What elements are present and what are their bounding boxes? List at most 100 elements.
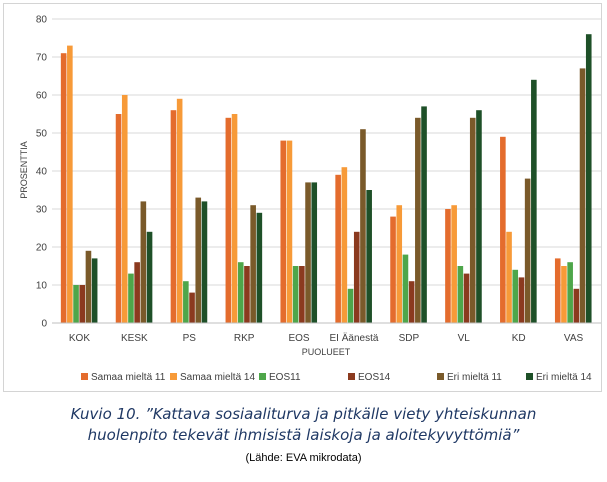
bar [189, 292, 195, 323]
bar [73, 285, 79, 323]
x-tick-labels: KOK KESK PS RKP EOS EI Äänestä SDP VL KD VAS [69, 332, 584, 344]
legend-label: Eri mieltä 14 [536, 372, 592, 383]
bar [146, 231, 153, 323]
bar [451, 205, 457, 323]
bar [115, 114, 122, 323]
bar [512, 269, 519, 323]
bar [170, 110, 177, 323]
caption-line-2: huolenpito tekevät ihmisistä laiskoja ja… [87, 426, 520, 444]
legend: Samaa mieltä 11 Samaa mieltä 14 EOS11 EOS14… [81, 372, 592, 383]
bar [121, 95, 128, 323]
bar [231, 114, 238, 323]
bar [463, 273, 470, 323]
bar [140, 201, 147, 323]
bar [476, 110, 482, 323]
bar [518, 277, 525, 323]
bar [292, 266, 299, 323]
bar [311, 182, 318, 323]
bar [554, 258, 561, 323]
bar [305, 182, 311, 323]
bar [201, 201, 208, 323]
bar [402, 254, 409, 323]
legend-label: Eri mieltä 11 [447, 372, 502, 383]
bar [244, 266, 250, 323]
bar [360, 129, 366, 323]
x-tick-label: RKP [234, 333, 255, 344]
bar [225, 117, 232, 323]
bar [457, 266, 464, 323]
bar [134, 262, 140, 323]
y-axis-title: PROSENTTIA [19, 141, 29, 199]
bar [396, 205, 403, 323]
x-tick-label: KESK [121, 333, 148, 344]
legend-swatch [81, 373, 88, 380]
bar [408, 281, 415, 323]
legend-label: EOS14 [358, 372, 391, 383]
bar [195, 197, 202, 323]
y-tick-label: 20 [36, 243, 48, 254]
legend-swatch [526, 373, 533, 380]
bar [256, 212, 263, 323]
bar [347, 288, 354, 323]
legend-swatch [348, 373, 355, 380]
bar [128, 273, 134, 323]
bar [353, 231, 360, 323]
y-tick-label: 70 [36, 53, 48, 64]
y-tick-label: 50 [36, 129, 48, 140]
gridlines [52, 18, 601, 286]
x-axis-title: PUOLUEET [302, 347, 351, 357]
bar [237, 262, 244, 323]
legend-swatch [259, 373, 266, 380]
y-tick-label: 60 [36, 91, 48, 102]
bar [183, 281, 189, 323]
x-tick-label: EOS [288, 333, 309, 344]
chart-frame: 0 10 20 30 40 50 60 70 80 KOK KESK PS RKP EOS EI Ääne… [3, 3, 602, 392]
x-tick-label: SDP [399, 333, 420, 344]
caption-line-1: Kuvio 10. ”Kattava sosiaaliturva ja pitk… [70, 405, 537, 423]
legend-label: Samaa mieltä 11 [91, 372, 166, 383]
bar [585, 34, 592, 323]
bar [415, 117, 421, 323]
legend-label: Samaa mieltä 14 [180, 372, 255, 383]
bar [176, 98, 183, 323]
bar [390, 216, 396, 323]
bar-chart: 0 10 20 30 40 50 60 70 80 KOK KESK PS RKP EOS EI Ääne… [19, 15, 601, 383]
legend-label: EOS11 [269, 372, 301, 383]
x-tick-label: EI Äänestä [329, 332, 378, 344]
bar [299, 266, 305, 323]
legend-swatch [170, 373, 177, 380]
bar [561, 266, 567, 323]
y-tick-label: 0 [41, 319, 47, 330]
bar [79, 285, 86, 323]
legend-swatch [437, 373, 444, 380]
caption-source: (Lähde: EVA mikrodata) [245, 452, 362, 464]
x-tick-label: KOK [69, 333, 90, 344]
bar [67, 45, 73, 323]
bar [286, 140, 293, 323]
bar [500, 136, 506, 323]
bar [506, 231, 512, 323]
bar [341, 167, 348, 323]
x-tick-label: VL [458, 333, 471, 344]
x-tick-label: PS [183, 333, 197, 344]
bars [60, 34, 592, 324]
bar [250, 205, 256, 323]
bar [573, 288, 580, 323]
x-tick-label: KD [512, 333, 526, 344]
bar [60, 53, 67, 323]
y-tick-label: 30 [36, 205, 48, 216]
bar [531, 79, 537, 323]
y-tick-label: 80 [36, 15, 48, 26]
bar [91, 258, 98, 323]
y-tick-label: 10 [36, 281, 48, 292]
x-tick-label: VAS [564, 333, 584, 344]
bar [366, 190, 372, 323]
y-tick-label: 40 [36, 167, 48, 178]
y-tick-labels: 0 10 20 30 40 50 60 70 80 [36, 15, 48, 330]
bar [579, 68, 586, 324]
bar [567, 262, 573, 323]
bar [85, 250, 92, 323]
bar [469, 117, 476, 323]
bar [524, 178, 531, 323]
bar [421, 106, 427, 324]
